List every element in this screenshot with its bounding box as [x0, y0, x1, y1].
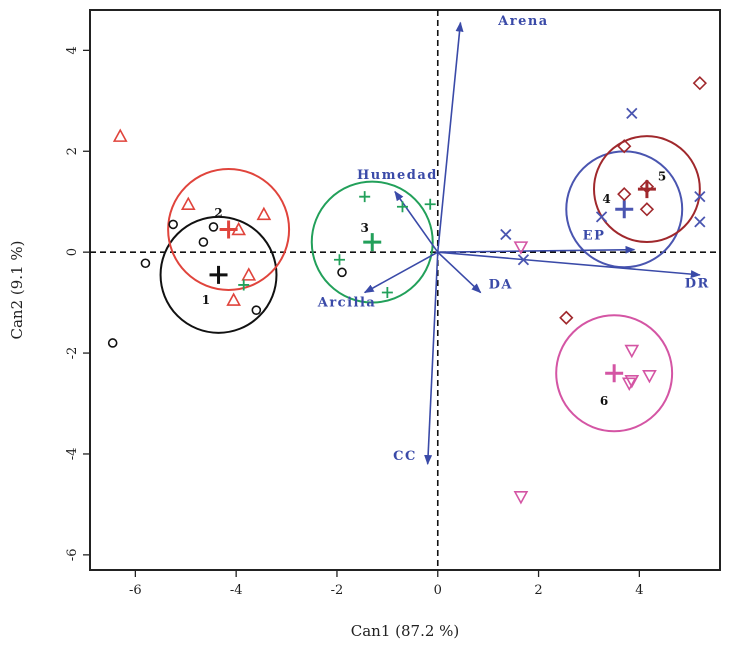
vector-arcilla-arrow	[363, 251, 439, 294]
group-3-point	[238, 279, 250, 291]
group-4-point	[694, 216, 706, 228]
group-6-point	[513, 241, 529, 255]
group-4-point	[626, 107, 638, 120]
group-1-label: 1	[202, 293, 210, 307]
group-2-point	[256, 206, 272, 221]
vector-da-arrow	[437, 251, 482, 294]
group-5-label: 5	[658, 169, 666, 183]
vector-dr-arrow	[437, 251, 701, 279]
group-1-point	[208, 222, 219, 232]
x-axis-title: Can1 (87.2 %)	[351, 622, 460, 640]
x-tick-label: -2	[331, 583, 344, 598]
x-tick-label: 2	[534, 583, 542, 598]
group-2-point	[112, 128, 128, 142]
group-2-point	[241, 267, 257, 281]
group-5-point	[617, 139, 632, 154]
vector-cc-label: CC	[393, 449, 417, 464]
group-1-centroid	[209, 265, 228, 284]
group-5-point	[639, 202, 655, 217]
y-tick-label: -4	[65, 448, 80, 461]
group-3-point	[424, 198, 436, 210]
group-3-circle	[310, 180, 434, 304]
y-tick-label: 0	[65, 248, 80, 256]
group-1-point	[107, 338, 118, 348]
group-5-point	[617, 187, 632, 202]
x-tick-label: 4	[635, 583, 643, 598]
y-tick-label: -6	[65, 549, 80, 562]
group-6-circle	[555, 314, 674, 433]
group-1-circle	[159, 215, 278, 334]
vector-arena-arrow	[436, 21, 464, 253]
vector-arena-label: Arena	[497, 14, 549, 29]
vector-humedad-label: Humedad	[357, 168, 438, 183]
group-6-label: 6	[600, 394, 608, 408]
group-5-circle	[593, 135, 701, 244]
group-6-point	[624, 344, 640, 359]
y-tick-label: 4	[65, 46, 80, 54]
group-5-point	[692, 76, 707, 91]
group-4-centroid	[615, 200, 634, 219]
y-tick-label: 2	[65, 147, 80, 155]
group-3-point	[381, 287, 393, 299]
group-4-point	[595, 211, 608, 223]
group-1-point	[251, 305, 262, 315]
plot-frame	[89, 9, 721, 571]
group-1-point	[168, 219, 178, 230]
group-2-circle	[167, 167, 291, 291]
group-6-point	[642, 369, 657, 384]
group-2-point	[180, 196, 196, 211]
group-2-centroid	[219, 220, 238, 239]
vector-ep-arrow	[437, 245, 636, 254]
group-4-label: 4	[602, 192, 610, 206]
group-6-point	[621, 377, 637, 392]
group-1-point	[198, 237, 209, 247]
vector-ep-label: EP	[583, 229, 606, 244]
x-tick-label: -6	[129, 583, 142, 598]
group-2-point	[226, 292, 241, 306]
group-1-point	[337, 267, 347, 278]
vector-da-label: DA	[489, 277, 513, 292]
x-tick-label: 0	[434, 583, 442, 598]
vector-arcilla-label: Arcilla	[317, 296, 377, 311]
y-tick-label: -2	[65, 347, 80, 360]
group-3-point	[359, 191, 371, 203]
group-5-centroid	[637, 180, 656, 199]
group-5-point	[559, 310, 574, 325]
group-6-centroid	[605, 364, 624, 383]
group-1-point	[140, 258, 151, 269]
y-axis-title: Can2 (9.1 %)	[8, 241, 26, 340]
group-3-point	[333, 254, 345, 266]
vector-dr-label: DR	[685, 276, 710, 291]
group-6-point	[513, 491, 529, 505]
x-tick-label: -4	[230, 583, 243, 598]
group-3-label: 3	[361, 221, 369, 235]
group-3-centroid	[363, 233, 382, 252]
group-4-point	[694, 191, 706, 203]
group-2-label: 2	[214, 206, 222, 220]
group-4-point	[517, 254, 530, 266]
group-3-point	[396, 201, 408, 213]
group-6-point	[624, 375, 640, 389]
group-4-point	[500, 228, 512, 241]
vector-cc-arrow	[424, 252, 439, 466]
